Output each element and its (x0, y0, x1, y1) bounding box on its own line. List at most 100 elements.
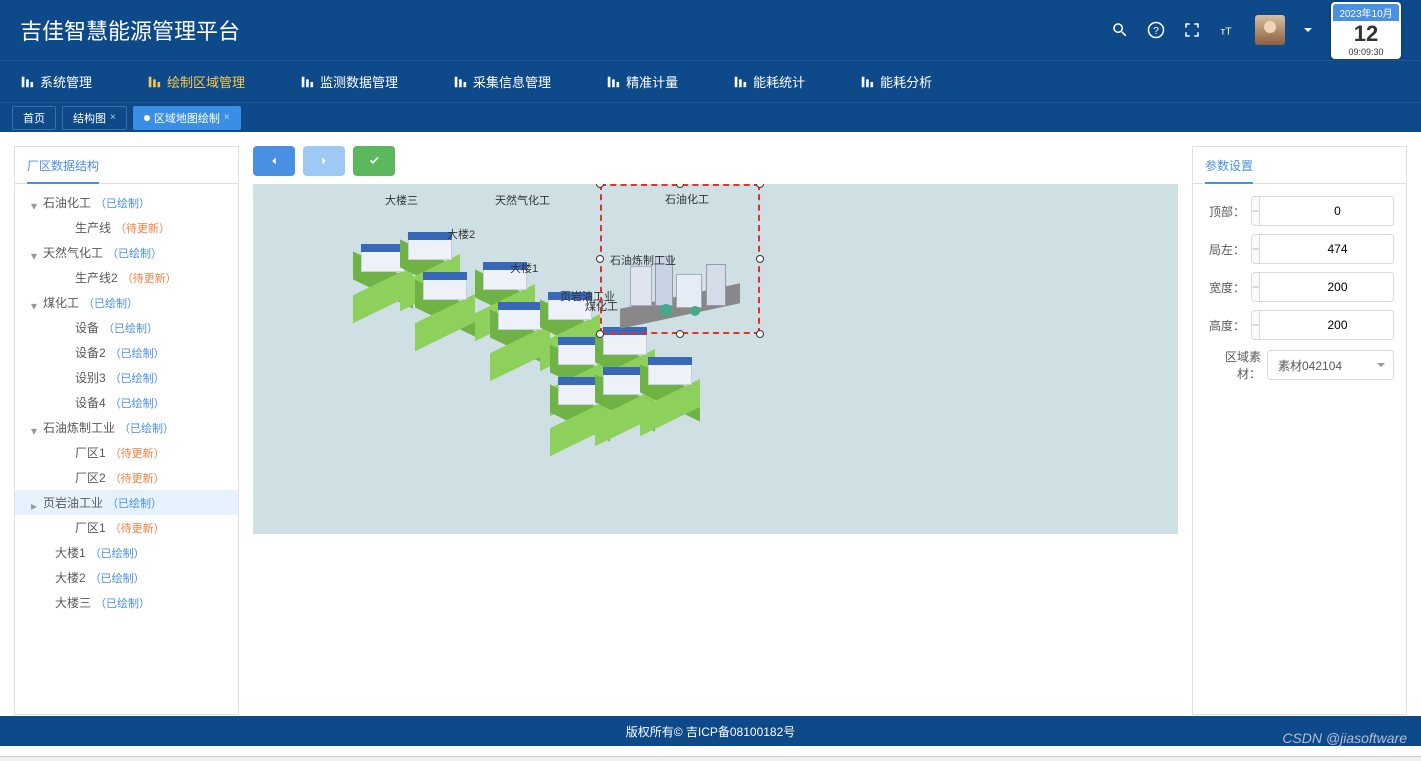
grid-icon (147, 75, 161, 89)
tab-label: 区域地图绘制 (154, 110, 220, 126)
tree-item-6[interactable]: 设备2 （已绘制） (15, 340, 238, 365)
tree-status: （待更新） (122, 270, 177, 286)
number-field[interactable] (1260, 197, 1394, 225)
number-field[interactable] (1260, 273, 1394, 301)
bars-icon (300, 75, 314, 89)
tree-item-4[interactable]: ▾煤化工 （已绘制） (15, 290, 238, 315)
menu-item-6[interactable]: 能耗分析 (860, 72, 932, 91)
tree-item-10[interactable]: 厂区1 （待更新） (15, 440, 238, 465)
tree-item-9[interactable]: ▾石油炼制工业 （已绘制） (15, 415, 238, 440)
menu-item-2[interactable]: 监测数据管理 (300, 72, 398, 91)
back-button[interactable] (253, 146, 295, 176)
font-size-icon[interactable]: тT (1219, 21, 1237, 39)
tree-item-1[interactable]: 生产线 （待更新） (15, 215, 238, 240)
iso-building-10[interactable] (640, 361, 700, 411)
menu-item-4[interactable]: 精准计量 (606, 72, 678, 91)
minus-button[interactable]: − (1252, 197, 1260, 225)
close-icon[interactable]: × (224, 112, 230, 123)
tree-label: 生产线2 (75, 269, 118, 286)
tree-label: 大楼2 (55, 569, 86, 586)
menu-item-1[interactable]: 绘制区域管理 (147, 72, 245, 91)
chevron-down-icon[interactable] (1303, 25, 1313, 35)
tree-label: 厂区2 (75, 469, 106, 486)
watermark: CSDN @jiasoftware (1282, 730, 1407, 746)
sidebar-title: 厂区数据结构 (27, 157, 99, 184)
svg-text:?: ? (1153, 25, 1159, 37)
confirm-button[interactable] (353, 146, 395, 176)
minus-button[interactable]: − (1252, 235, 1260, 263)
tree-status: （待更新） (110, 445, 165, 461)
tree-label: 天然气化工 (43, 244, 103, 261)
tree-item-16[interactable]: 大楼三 （已绘制） (15, 590, 238, 615)
map-canvas[interactable]: 大楼三天然气化工石油化工大楼2大楼1石油炼制工业页岩油工业煤化工 (253, 184, 1178, 534)
params-title: 参数设置 (1205, 157, 1253, 184)
iso-building-2[interactable] (415, 276, 475, 326)
tree-item-0[interactable]: ▾石油化工 （已绘制） (15, 190, 238, 215)
bars2-icon (733, 75, 747, 89)
number-input: −+ (1251, 310, 1394, 340)
menu-item-3[interactable]: 采集信息管理 (453, 72, 551, 91)
number-field[interactable] (1260, 235, 1394, 263)
map-label-4: 大楼1 (510, 260, 538, 276)
tree-status: （已绘制） (107, 495, 162, 511)
tab-2[interactable]: 区域地图绘制 × (133, 106, 241, 130)
resize-handle-2[interactable] (756, 184, 764, 188)
forward-button[interactable] (303, 146, 345, 176)
tree-status: （已绘制） (110, 345, 165, 361)
menu-item-0[interactable]: 系统管理 (20, 72, 92, 91)
tree-item-13[interactable]: 厂区1 （待更新） (15, 515, 238, 540)
search-icon[interactable] (1111, 21, 1129, 39)
tree-item-5[interactable]: 设备 （已绘制） (15, 315, 238, 340)
menu-item-5[interactable]: 能耗统计 (733, 72, 805, 91)
svg-text:тT: тT (1221, 26, 1233, 38)
number-field[interactable] (1260, 311, 1394, 339)
avatar[interactable] (1255, 15, 1285, 45)
tree-status: （已绘制） (95, 195, 150, 211)
selection-box[interactable] (600, 184, 760, 334)
tree: ▾石油化工 （已绘制）生产线 （待更新）▾天然气化工 （已绘制）生产线2 （待更… (15, 184, 238, 621)
date-time: 09:09:30 (1333, 47, 1399, 57)
resize-handle-6[interactable] (676, 330, 684, 338)
tab-0[interactable]: 首页 (12, 106, 56, 130)
caret-right-icon: ▸ (31, 499, 39, 507)
close-icon[interactable]: × (110, 112, 116, 123)
material-label: 区域素材： (1205, 348, 1261, 382)
help-icon[interactable]: ? (1147, 21, 1165, 39)
canvas-toolbar (253, 146, 1178, 176)
param-label: 顶部： (1205, 203, 1245, 220)
app-title: 吉佳智慧能源管理平台 (20, 14, 1111, 46)
param-row-0: 顶部：−+ (1205, 196, 1394, 226)
tree-label: 设备4 (75, 394, 106, 411)
tree-item-12[interactable]: ▸页岩油工业 （已绘制） (15, 490, 238, 515)
fullscreen-icon[interactable] (1183, 21, 1201, 39)
tab-dot-icon (144, 115, 150, 121)
resize-handle-3[interactable] (596, 255, 604, 263)
tree-item-3[interactable]: 生产线2 （待更新） (15, 265, 238, 290)
resize-handle-4[interactable] (756, 255, 764, 263)
menu-label: 采集信息管理 (473, 72, 551, 91)
tree-item-2[interactable]: ▾天然气化工 （已绘制） (15, 240, 238, 265)
tree-status: （已绘制） (119, 420, 174, 436)
caret-down-icon: ▾ (31, 424, 39, 432)
minus-button[interactable]: − (1252, 273, 1260, 301)
resize-handle-5[interactable] (596, 330, 604, 338)
tree-item-15[interactable]: 大楼2 （已绘制） (15, 565, 238, 590)
copyright: 版权所有© 吉ICP备08100182号 (626, 723, 796, 740)
tree-status: （已绘制） (110, 395, 165, 411)
tree-item-14[interactable]: 大楼1 （已绘制） (15, 540, 238, 565)
minus-button[interactable]: − (1252, 311, 1260, 339)
tree-item-11[interactable]: 厂区2 （待更新） (15, 465, 238, 490)
tree-status: （待更新） (110, 470, 165, 486)
sidebar-header: 厂区数据结构 (15, 147, 238, 184)
resize-handle-7[interactable] (756, 330, 764, 338)
tab-label: 首页 (23, 110, 45, 126)
tree-item-7[interactable]: 设别3 （已绘制） (15, 365, 238, 390)
refresh-icon (453, 75, 467, 89)
tree-label: 厂区1 (75, 519, 106, 536)
menu-label: 系统管理 (40, 72, 92, 91)
material-select[interactable]: 素材042104 (1267, 350, 1394, 380)
tab-1[interactable]: 结构图× (62, 106, 127, 130)
tree-item-8[interactable]: 设备4 （已绘制） (15, 390, 238, 415)
caret-down-icon: ▾ (31, 199, 39, 207)
list-icon (606, 75, 620, 89)
